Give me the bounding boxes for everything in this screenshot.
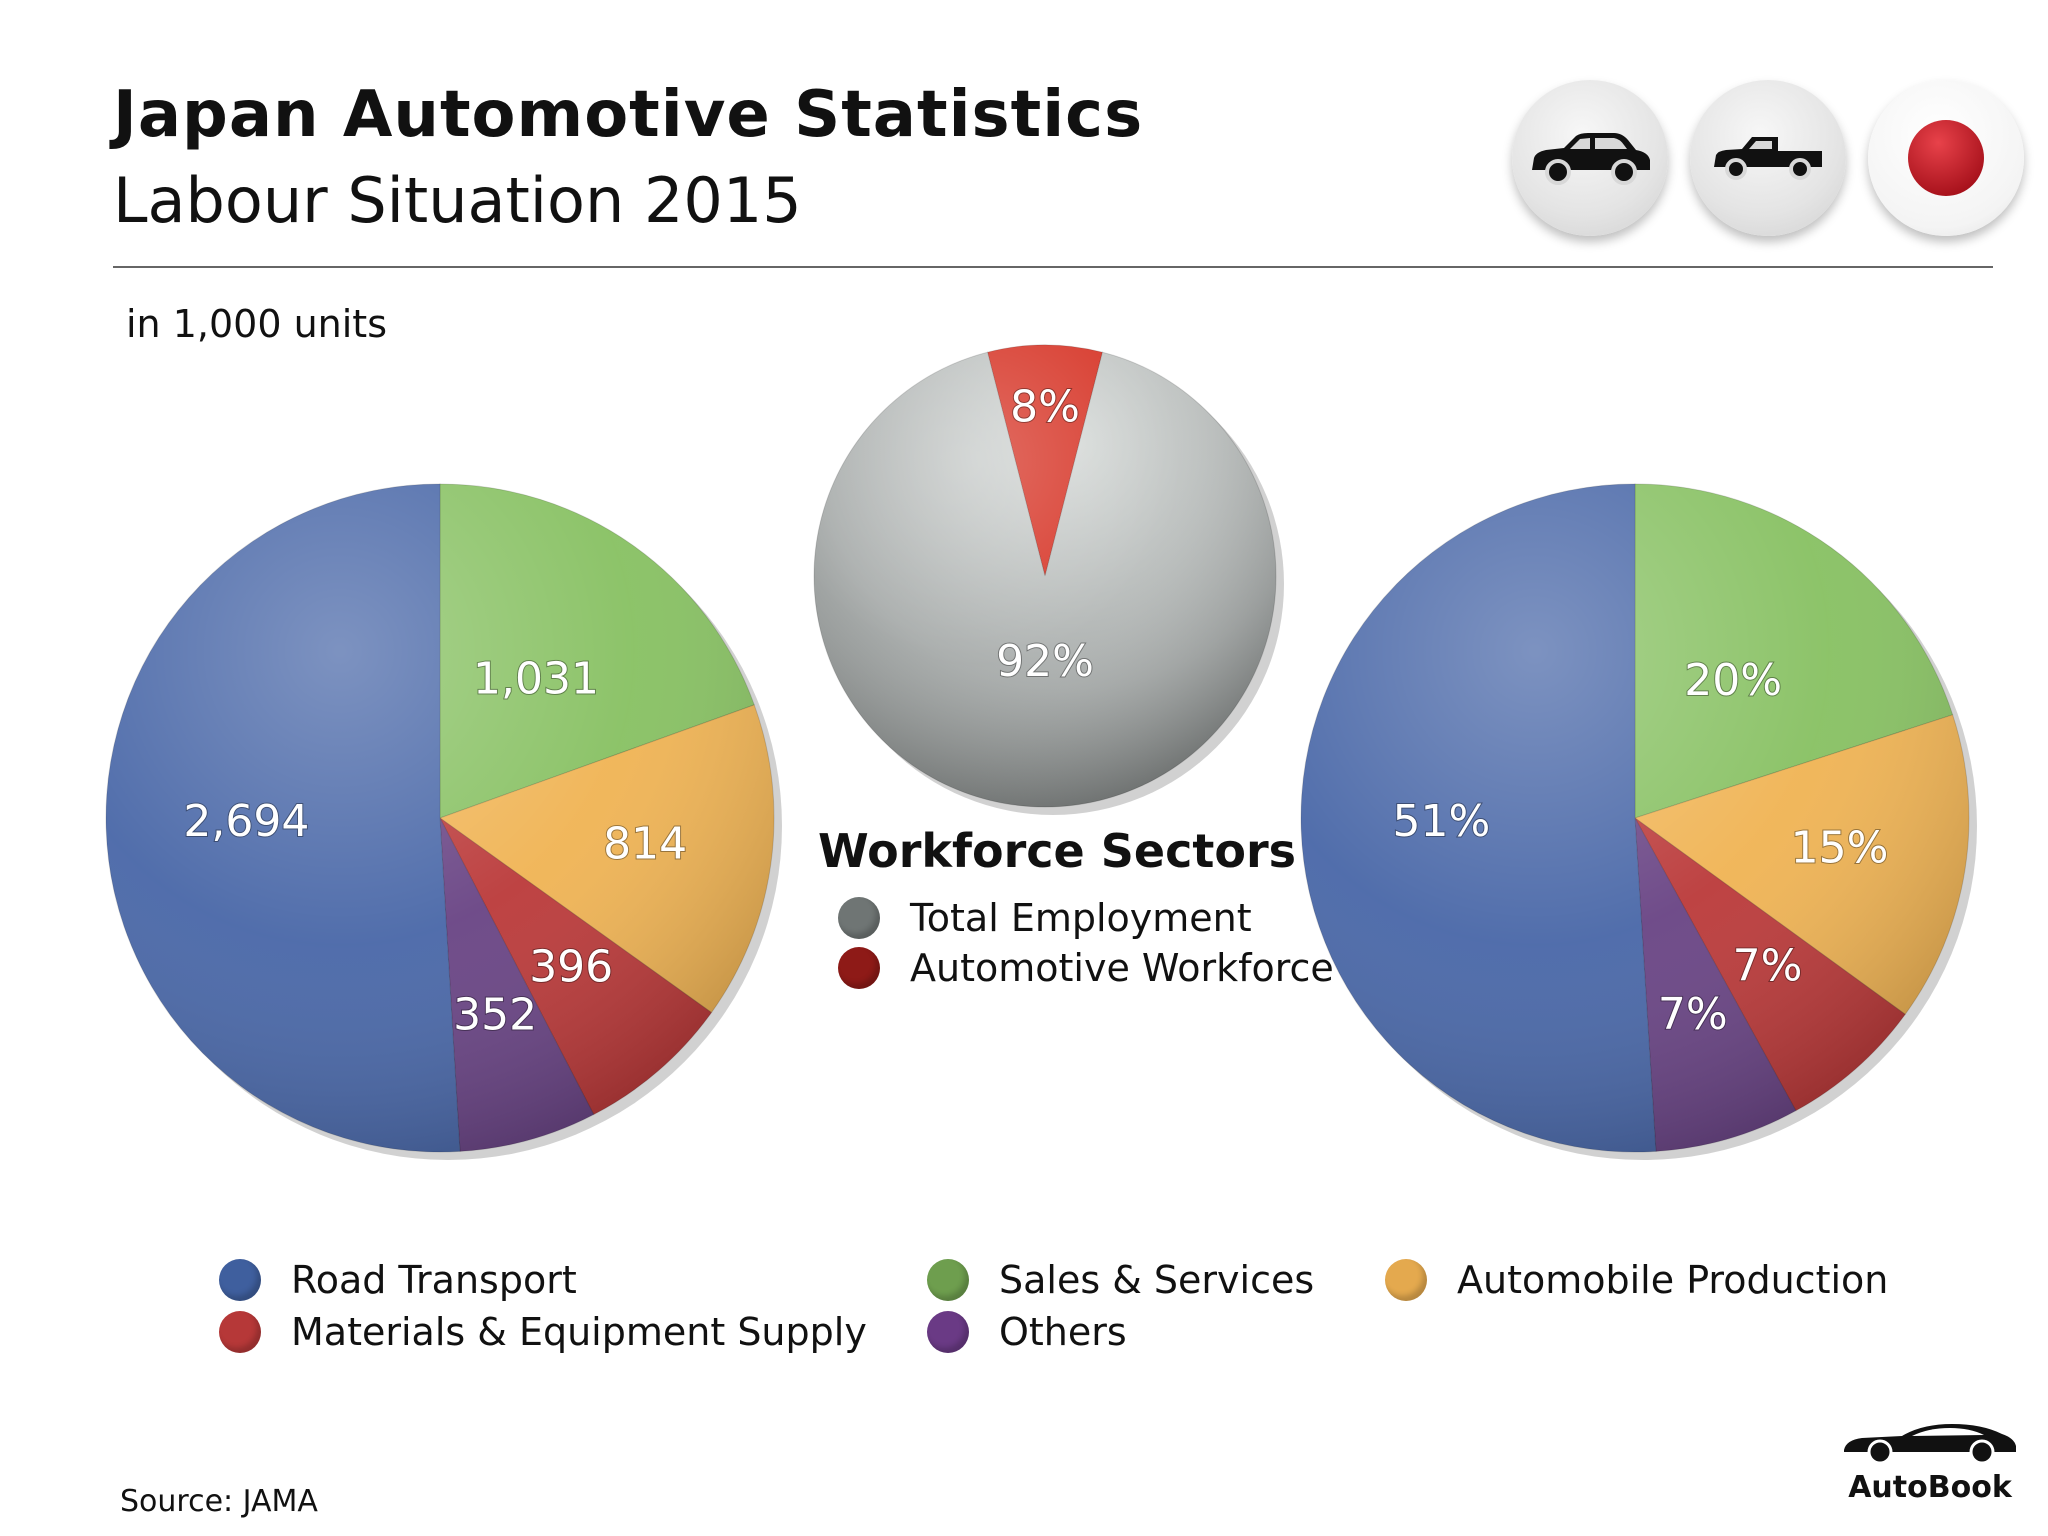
pie-workforce-share: 8% 92%: [813, 344, 1284, 815]
slice-label-automobile-production: 15%: [1791, 822, 1889, 873]
pickup-truck-icon: [1714, 137, 1822, 180]
legend-total-employment: Total Employment: [838, 896, 1252, 940]
header-divider: [113, 266, 1993, 268]
orange-dot-icon: [1385, 1259, 1427, 1301]
legend-automotive-workforce: Automotive Workforce: [838, 946, 1334, 990]
slice-label-road-transport: 2,694: [183, 796, 309, 847]
slice-label-others: 352: [453, 990, 537, 1041]
slice-label-others: 7%: [1658, 989, 1728, 1040]
slice-label-automotive-workforce: 8%: [1010, 382, 1080, 433]
slice-label-materials-supply: 7%: [1733, 940, 1803, 991]
legend-others: Others: [927, 1310, 1127, 1354]
car-icon: [1532, 133, 1650, 185]
purple-dot-icon: [927, 1311, 969, 1353]
blue-dot-icon: [219, 1259, 261, 1301]
slice-label-road-transport: 51%: [1392, 796, 1490, 847]
logo-text: AutoBook: [1848, 1470, 2012, 1505]
slice-label-materials-supply: 396: [529, 941, 613, 992]
legend-road-transport: Road Transport: [219, 1258, 577, 1302]
car-badge: [1512, 80, 1668, 236]
red-dot-icon: [219, 1311, 261, 1353]
legend-sales-services: Sales & Services: [927, 1258, 1314, 1302]
grey-dot-icon: [838, 897, 880, 939]
green-dot-icon: [927, 1259, 969, 1301]
page-subtitle: Labour Situation 2015: [113, 164, 802, 237]
page-title: Japan Automotive Statistics: [113, 78, 1144, 152]
flag-badge: [1868, 80, 2024, 236]
pickup-badge: [1690, 80, 1846, 236]
slice-label-sales-services: 20%: [1684, 655, 1782, 706]
slice-label-sales-services: 1,031: [473, 653, 599, 704]
pie-percentages: 51% 20% 15% 7%7%: [1300, 483, 1977, 1160]
autobook-logo: AutoBook: [1840, 1420, 2020, 1505]
legend-automobile-production: Automobile Production: [1385, 1258, 1888, 1302]
slice-label-total-employment: 92%: [996, 636, 1094, 687]
japan-flag-icon: [1908, 120, 1984, 196]
sports-car-icon: [1844, 1424, 2016, 1465]
workforce-legend-title: Workforce Sectors: [818, 824, 1297, 878]
source-note: Source: JAMA: [120, 1484, 318, 1519]
units-note: in 1,000 units: [126, 302, 388, 346]
legend-materials-supply: Materials & Equipment Supply: [219, 1310, 867, 1354]
slice-label-automobile-production: 814: [603, 819, 687, 870]
red-dot-icon: [838, 947, 880, 989]
